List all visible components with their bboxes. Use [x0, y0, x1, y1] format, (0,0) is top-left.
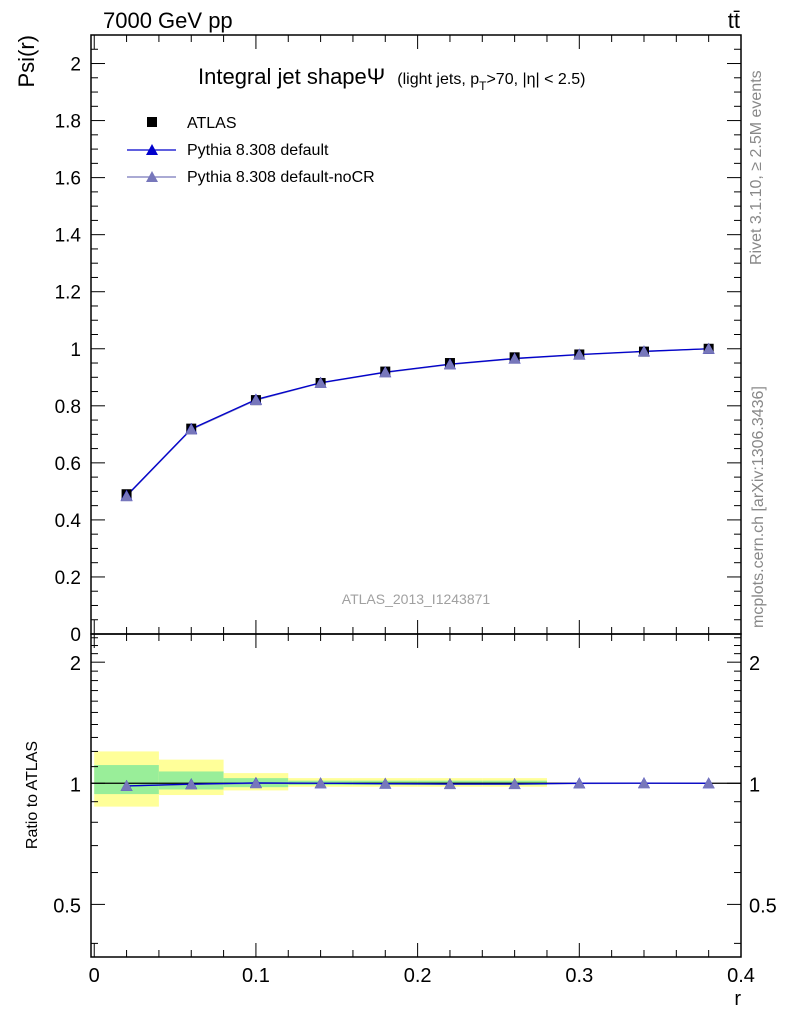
ratio-y-tick-label: 0.5: [53, 895, 81, 917]
legend: ATLAS Pythia 8.308 default Pythia 8.308 …: [127, 115, 375, 186]
legend-label-default: Pythia 8.308 default: [187, 142, 329, 159]
analysis-label: ATLAS_2013_I1243871: [342, 591, 491, 607]
header-left: 7000 GeV pp: [103, 8, 233, 33]
x-tick-label: 0.1: [242, 965, 270, 987]
main-title: Integral jet shapeΨ (light jets, pT>70, …: [198, 64, 586, 93]
main-y-tick-label: 1.4: [55, 226, 82, 247]
main-series: [120, 342, 715, 502]
ratio-y-tick-label-right: 0.5: [749, 895, 777, 917]
ratio-point-nocr: [379, 777, 392, 789]
main-y-tick-label: 0.8: [55, 397, 81, 418]
main-point-nocr: [314, 376, 327, 388]
ratio-y-axis-label: Ratio to ATLAS: [24, 741, 41, 849]
main-point-nocr: [443, 358, 456, 370]
main-point-nocr: [249, 394, 262, 406]
main-y-axis-label: Psi(r): [14, 35, 39, 88]
ratio-point-nocr: [573, 777, 586, 789]
ratio-point-nocr: [249, 777, 262, 789]
main-y-tick-label: 1.8: [55, 112, 81, 133]
mcplots-source-label: mcplots.cern.ch [arXiv:1306.3436]: [750, 386, 767, 628]
main-y-tick-label: 2: [70, 55, 81, 76]
main-series-line: [126, 348, 709, 497]
legend-label-nocr: Pythia 8.308 default-noCR: [187, 169, 375, 186]
ratio-series: [120, 776, 715, 791]
main-y-tick-label: 0.6: [55, 454, 81, 475]
main-point-nocr: [702, 342, 715, 354]
x-tick-label: 0.4: [727, 965, 755, 987]
ratio-y-tick-label-right: 1: [749, 774, 760, 796]
ratio-point-nocr: [702, 777, 715, 789]
main-y-tick-label: 0.4: [55, 511, 82, 532]
ratio-axis-ticks: 0.5 0.5 1 1 2 2 0 0.1 0.2 0.3 0.4: [53, 634, 777, 987]
ratio-y-tick-label-right: 2: [749, 653, 760, 675]
ratio-point-nocr: [120, 779, 133, 791]
ratio-series-line: [126, 782, 709, 787]
ratio-panel: 0.5 0.5 1 1 2 2 0 0.1 0.2 0.3 0.4 Ratio to ATLAS r: [24, 633, 777, 1010]
x-axis-label: r: [734, 988, 741, 1010]
main-axis-ticks: 0 0.2 0.4 0.6 0.8 1 1.2 1.4 1.6 1.8 2: [55, 35, 742, 646]
main-y-tick-label: 0.2: [55, 568, 81, 589]
main-y-tick-label: 1: [70, 340, 81, 361]
main-y-tick-label: 0: [70, 625, 81, 646]
ratio-frame: [90, 633, 742, 958]
main-y-tick-label: 1.2: [55, 283, 81, 304]
main-panel: 0 0.2 0.4 0.6 0.8 1 1.2 1.4 1.6 1.8 2 Integral jet…: [14, 34, 742, 646]
ratio-point-nocr: [508, 778, 521, 790]
x-tick-label: 0.3: [565, 965, 593, 987]
rivet-version-label: Rivet 3.1.10, ≥ 2.5M events: [748, 70, 765, 265]
ratio-y-tick-label: 2: [70, 653, 81, 675]
ratio-point-nocr: [185, 778, 198, 790]
main-point-nocr: [185, 423, 198, 435]
main-y-tick-label: 1.6: [55, 169, 81, 190]
ratio-point-nocr: [637, 777, 650, 789]
main-point-nocr: [120, 490, 133, 502]
x-tick-label: 0: [89, 965, 100, 987]
ratio-point-nocr: [314, 777, 327, 789]
legend-marker-atlas: [147, 117, 157, 127]
main-point-nocr: [637, 345, 650, 357]
legend-marker-default: [146, 144, 158, 155]
main-point-nocr: [379, 366, 392, 378]
legend-marker-nocr: [146, 171, 158, 182]
main-point-nocr: [573, 348, 586, 360]
legend-label-atlas: ATLAS: [187, 115, 237, 132]
main-point-nocr: [508, 352, 521, 364]
x-tick-label: 0.2: [404, 965, 432, 987]
ratio-y-tick-label: 1: [70, 774, 81, 796]
header-right: tt̄: [728, 8, 740, 33]
ratio-point-nocr: [443, 778, 456, 790]
main-series-line: [126, 348, 709, 497]
